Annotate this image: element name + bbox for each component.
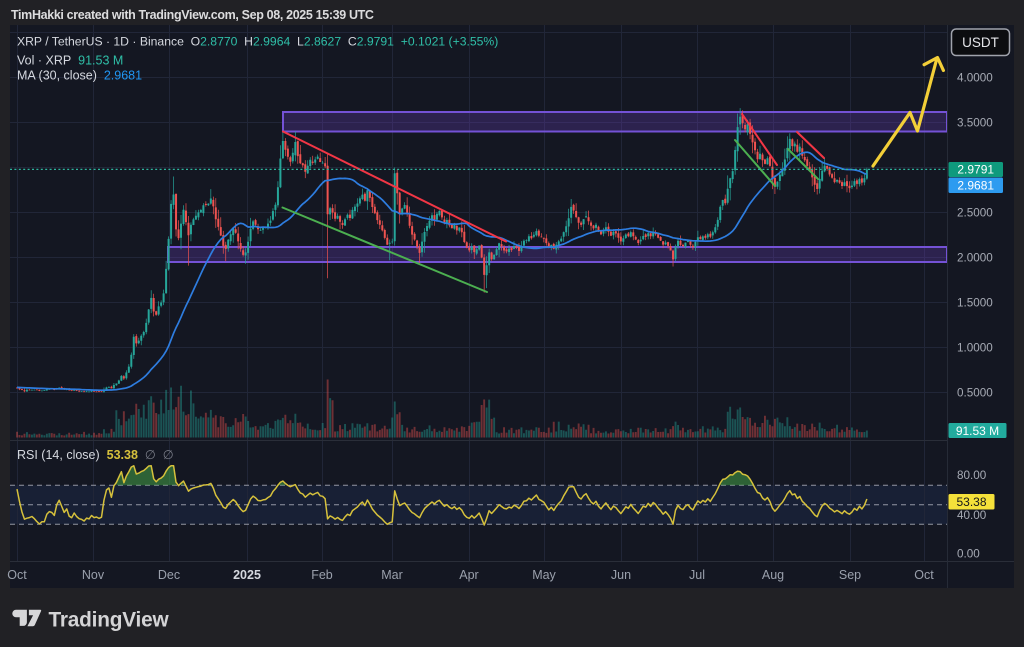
- svg-text:Feb: Feb: [311, 568, 333, 582]
- svg-text:Nov: Nov: [82, 568, 105, 582]
- svg-text:Sep: Sep: [839, 568, 861, 582]
- svg-text:91.53 M: 91.53 M: [956, 424, 999, 438]
- svg-text:4.0000: 4.0000: [957, 72, 993, 85]
- svg-text:0.00: 0.00: [957, 548, 980, 561]
- svg-text:Apr: Apr: [459, 568, 478, 582]
- svg-text:USDT: USDT: [962, 35, 999, 50]
- svg-text:Jun: Jun: [611, 568, 631, 582]
- svg-text:80.00: 80.00: [957, 469, 987, 482]
- svg-text:53.38: 53.38: [956, 495, 986, 509]
- svg-text:May: May: [532, 568, 556, 582]
- svg-text:TimHakki created with TradingV: TimHakki created with TradingView.com, S…: [11, 8, 374, 22]
- svg-text:1.0000: 1.0000: [957, 342, 993, 355]
- svg-text:Aug: Aug: [762, 568, 784, 582]
- svg-text:2.9681: 2.9681: [957, 178, 994, 192]
- svg-text:Vol · XRP 91.53 M: Vol · XRP 91.53 M: [17, 54, 123, 68]
- svg-text:2025: 2025: [233, 568, 261, 582]
- svg-text:XRP / TetherUS · 1D · Binance: XRP / TetherUS · 1D · Binance O2.8770 H2…: [17, 35, 498, 49]
- svg-text:0.5000: 0.5000: [957, 387, 993, 400]
- svg-text:Mar: Mar: [381, 568, 403, 582]
- svg-text:Jul: Jul: [689, 568, 705, 582]
- svg-text:2.0000: 2.0000: [957, 252, 993, 265]
- svg-text:MA (30, close) 2.9681: MA (30, close) 2.9681: [17, 69, 142, 83]
- svg-text:Oct: Oct: [914, 568, 934, 582]
- svg-text:3.5000: 3.5000: [957, 117, 993, 130]
- svg-text:Dec: Dec: [158, 568, 180, 582]
- svg-text:Oct: Oct: [7, 568, 27, 582]
- svg-text:1.5000: 1.5000: [957, 297, 993, 310]
- svg-text:2.9791: 2.9791: [957, 163, 994, 177]
- svg-text:TradingView: TradingView: [49, 609, 170, 632]
- svg-text:RSI (14, close) 53.38 ∅ ∅: RSI (14, close) 53.38 ∅ ∅: [17, 448, 174, 462]
- svg-text:2.5000: 2.5000: [957, 207, 993, 220]
- svg-text:40.00: 40.00: [957, 509, 987, 522]
